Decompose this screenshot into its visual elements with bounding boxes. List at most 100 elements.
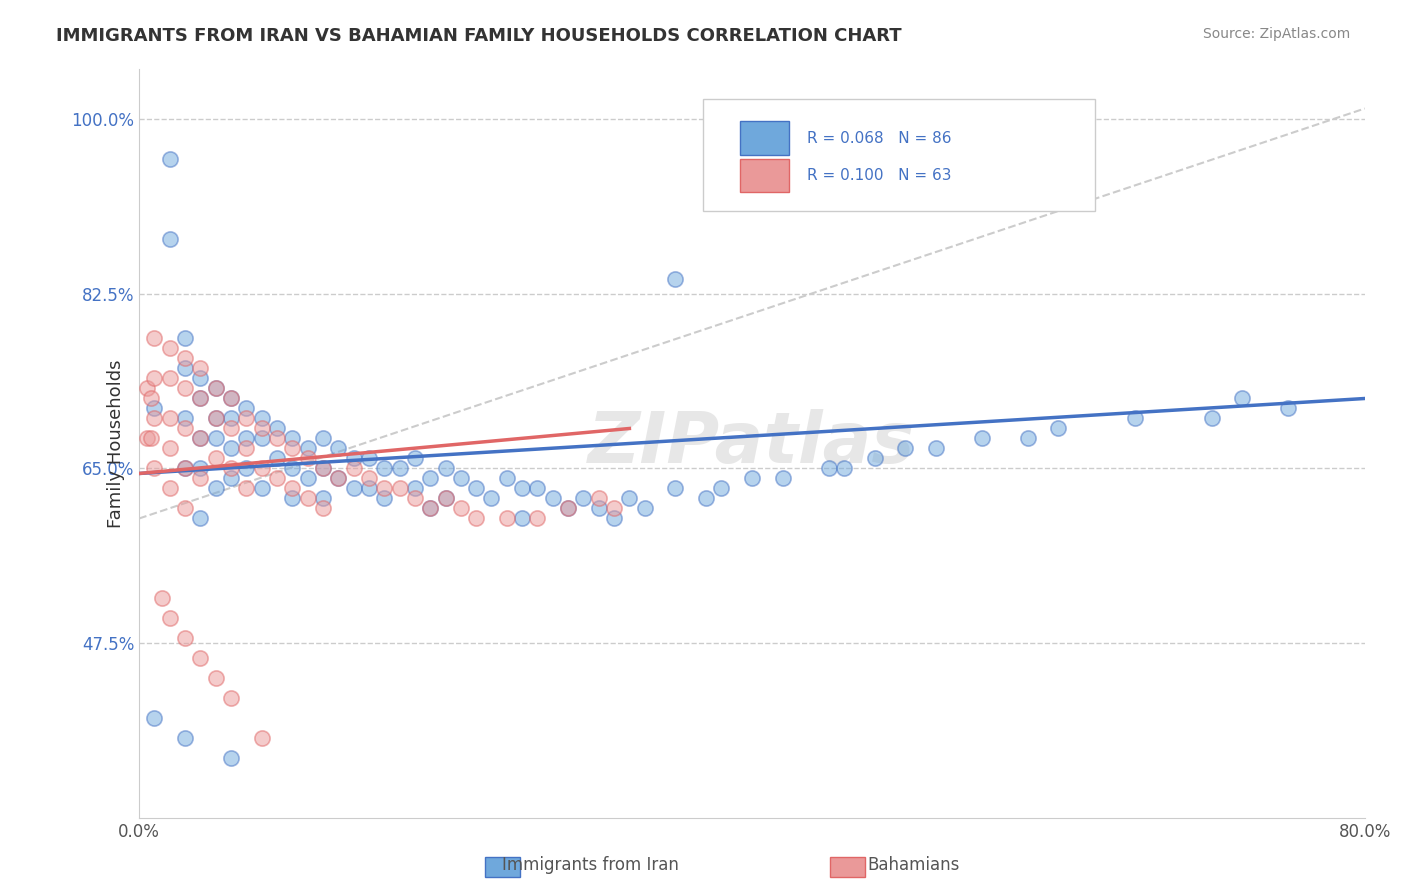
Point — [204, 672, 226, 686]
Point — [312, 501, 335, 516]
Point — [150, 591, 173, 606]
Point — [219, 442, 242, 456]
Point — [204, 382, 226, 396]
Point — [312, 461, 335, 475]
Point — [404, 482, 426, 496]
Point — [250, 461, 273, 475]
Point — [465, 511, 488, 525]
Point — [710, 482, 733, 496]
Point — [373, 491, 395, 506]
Point — [190, 361, 212, 376]
Point — [159, 411, 181, 425]
Point — [174, 361, 197, 376]
Point — [250, 421, 273, 435]
Point — [204, 411, 226, 425]
Point — [328, 471, 350, 485]
Point — [250, 432, 273, 446]
Point — [190, 471, 212, 485]
Point — [190, 392, 212, 406]
Point — [204, 432, 226, 446]
FancyBboxPatch shape — [703, 98, 1095, 211]
Point — [266, 421, 288, 435]
Point — [634, 501, 657, 516]
Point — [159, 371, 181, 385]
Point — [312, 432, 335, 446]
Bar — [740, 121, 789, 155]
Point — [741, 471, 763, 485]
Point — [204, 482, 226, 496]
Point — [266, 471, 288, 485]
Point — [603, 501, 626, 516]
Point — [143, 461, 166, 475]
Point — [1201, 411, 1223, 425]
Point — [1232, 392, 1254, 406]
Point — [404, 451, 426, 466]
Point — [143, 411, 166, 425]
Point — [281, 442, 304, 456]
Point — [465, 482, 488, 496]
Point — [204, 382, 226, 396]
Point — [281, 432, 304, 446]
Point — [1123, 411, 1146, 425]
Point — [481, 491, 503, 506]
Point — [434, 491, 457, 506]
Point — [588, 491, 610, 506]
Point — [174, 461, 197, 475]
Point — [174, 411, 197, 425]
Point — [250, 731, 273, 746]
Point — [557, 501, 579, 516]
Point — [863, 451, 886, 466]
Point — [235, 432, 257, 446]
Point — [250, 411, 273, 425]
Point — [419, 501, 441, 516]
Point — [190, 392, 212, 406]
Point — [970, 432, 993, 446]
Point — [1017, 432, 1039, 446]
Point — [772, 471, 794, 485]
Text: ZIPatlas: ZIPatlas — [588, 409, 915, 478]
Point — [235, 442, 257, 456]
Point — [664, 271, 686, 285]
Point — [342, 451, 364, 466]
Point — [174, 421, 197, 435]
Point — [143, 371, 166, 385]
Point — [510, 511, 533, 525]
Point — [190, 651, 212, 665]
Point — [219, 751, 242, 765]
Point — [219, 461, 242, 475]
Point — [204, 451, 226, 466]
Point — [190, 432, 212, 446]
Point — [266, 432, 288, 446]
Point — [235, 401, 257, 416]
Point — [328, 442, 350, 456]
Point — [664, 482, 686, 496]
Point — [312, 461, 335, 475]
Point — [159, 442, 181, 456]
Point — [190, 461, 212, 475]
Text: Bahamians: Bahamians — [868, 856, 960, 874]
Point — [342, 482, 364, 496]
Point — [141, 392, 163, 406]
Point — [235, 411, 257, 425]
Point — [190, 511, 212, 525]
Point — [603, 511, 626, 525]
Y-axis label: Family Households: Family Households — [107, 359, 125, 528]
Text: Source: ZipAtlas.com: Source: ZipAtlas.com — [1202, 27, 1350, 41]
Point — [832, 461, 855, 475]
Point — [1047, 421, 1070, 435]
Point — [174, 382, 197, 396]
Point — [297, 442, 319, 456]
Point — [190, 371, 212, 385]
Bar — [830, 857, 865, 877]
Point — [174, 501, 197, 516]
Point — [141, 432, 163, 446]
Point — [342, 461, 364, 475]
Point — [434, 491, 457, 506]
Point — [373, 461, 395, 475]
Point — [357, 451, 380, 466]
Text: R = 0.100   N = 63: R = 0.100 N = 63 — [807, 169, 952, 183]
Point — [190, 432, 212, 446]
Point — [250, 482, 273, 496]
Point — [297, 491, 319, 506]
Point — [510, 482, 533, 496]
